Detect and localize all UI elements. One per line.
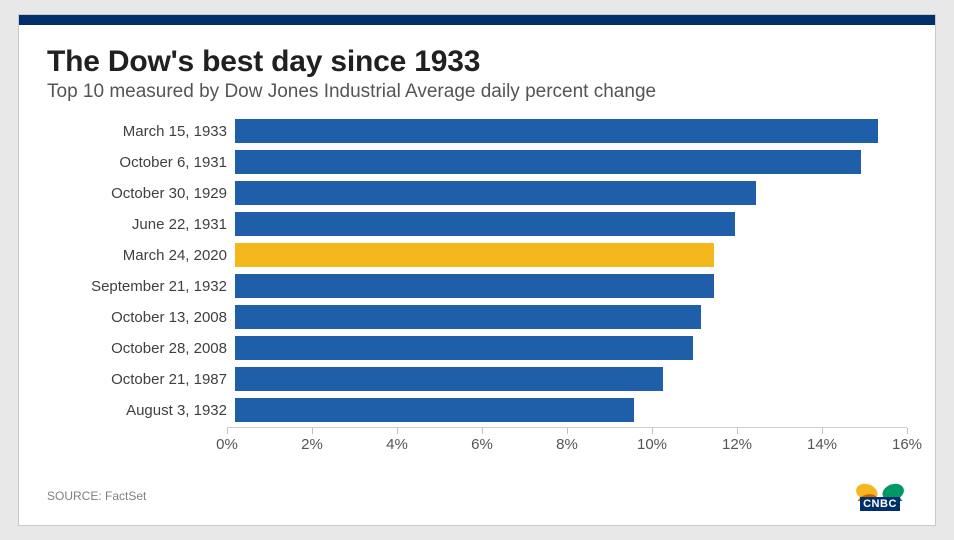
bar-label: October 30, 1929 [57, 185, 235, 202]
chart-subtitle: Top 10 measured by Dow Jones Industrial … [47, 81, 907, 103]
peacock-icon [855, 467, 905, 501]
x-tick-mark [567, 428, 568, 434]
bar-label: September 21, 1932 [57, 278, 235, 295]
x-tick-label: 4% [386, 436, 408, 453]
bar-label: August 3, 1932 [57, 402, 235, 419]
bar-row: August 3, 1932 [57, 396, 907, 424]
bar-row: September 21, 1932 [57, 272, 907, 300]
x-tick-mark [907, 428, 908, 434]
bar-label: October 6, 1931 [57, 154, 235, 171]
peacock-body [878, 481, 882, 497]
x-tick-label: 16% [892, 436, 922, 453]
bar-track [235, 334, 907, 362]
chart-title: The Dow's best day since 1933 [47, 45, 907, 79]
bar-row: March 24, 2020 [57, 241, 907, 269]
x-tick-label: 6% [471, 436, 493, 453]
bar-label: March 15, 1933 [57, 123, 235, 140]
source-label: SOURCE: FactSet [47, 489, 146, 503]
x-tick-label: 12% [722, 436, 752, 453]
card-content: The Dow's best day since 1933 Top 10 mea… [19, 25, 935, 463]
bar-track [235, 117, 907, 145]
x-tick-label: 0% [216, 436, 238, 453]
viewport: The Dow's best day since 1933 Top 10 mea… [0, 0, 954, 540]
bar-row: June 22, 1931 [57, 210, 907, 238]
bar-track [235, 148, 907, 176]
bar-track [235, 272, 907, 300]
bar-row: March 15, 1933 [57, 117, 907, 145]
cnbc-logo-text: CNBC [860, 497, 900, 511]
bar-highlight [235, 243, 714, 267]
x-tick-mark [652, 428, 653, 434]
bar-row: October 21, 1987 [57, 365, 907, 393]
chart-card: The Dow's best day since 1933 Top 10 mea… [18, 14, 936, 526]
x-tick-mark [737, 428, 738, 434]
x-tick-mark [227, 428, 228, 434]
bar [235, 398, 634, 422]
x-tick-label: 8% [556, 436, 578, 453]
x-tick-mark [312, 428, 313, 434]
bar-track [235, 179, 907, 207]
bar [235, 367, 663, 391]
bar-label: October 28, 2008 [57, 340, 235, 357]
bar [235, 119, 878, 143]
bar [235, 212, 735, 236]
bar-row: October 28, 2008 [57, 334, 907, 362]
x-tick-label: 2% [301, 436, 323, 453]
x-tick-mark [482, 428, 483, 434]
x-tick-label: 10% [637, 436, 667, 453]
bar-track [235, 210, 907, 238]
bar-label: October 21, 1987 [57, 371, 235, 388]
bar [235, 336, 693, 360]
bar [235, 181, 756, 205]
bar [235, 150, 861, 174]
bar-track [235, 303, 907, 331]
bar [235, 305, 701, 329]
bar-list: March 15, 1933 October 6, 1931 October 30,… [57, 117, 907, 424]
bar [235, 274, 714, 298]
bar-label: October 13, 2008 [57, 309, 235, 326]
bar-track [235, 396, 907, 424]
bar-row: October 6, 1931 [57, 148, 907, 176]
bar-track [235, 365, 907, 393]
x-tick-mark [397, 428, 398, 434]
x-tick-mark [822, 428, 823, 434]
bar-track [235, 241, 907, 269]
card-top-accent [19, 15, 935, 25]
x-axis-plot: 0%2%4%6%8%10%12%14%16% [227, 427, 907, 464]
bar-label: June 22, 1931 [57, 216, 235, 233]
cnbc-logo: CNBC [855, 467, 905, 511]
x-tick-label: 14% [807, 436, 837, 453]
bar-label: March 24, 2020 [57, 247, 235, 264]
bar-row: October 30, 1929 [57, 179, 907, 207]
bar-row: October 13, 2008 [57, 303, 907, 331]
x-axis: 0%2%4%6%8%10%12%14%16% [57, 427, 907, 463]
chart-area: March 15, 1933 October 6, 1931 October 30,… [57, 117, 907, 463]
